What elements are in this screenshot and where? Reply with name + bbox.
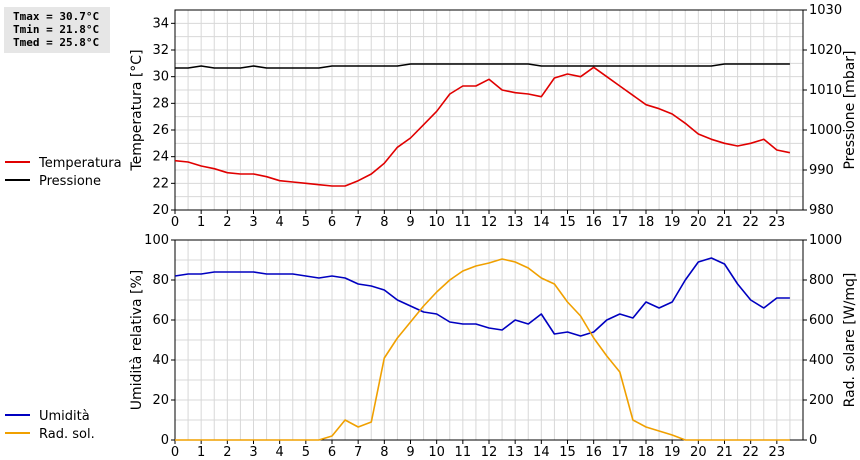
x-tick-label: 3: [249, 445, 257, 460]
y-tick-label: 40: [152, 353, 169, 368]
y2-tick-label: 0: [809, 433, 817, 448]
x-tick-label: 6: [328, 215, 336, 230]
y-tick-label: 24: [152, 150, 169, 165]
stats-box: Tmax = 30.7°C Tmin = 21.8°C Tmed = 25.8°…: [4, 7, 110, 53]
x-tick-label: 2: [223, 445, 231, 460]
y2-tick-label: 200: [809, 393, 834, 408]
x-tick-label: 0: [171, 215, 179, 230]
y-axis-label: Temperatura [°C]: [129, 49, 145, 171]
x-tick-label: 11: [455, 215, 472, 230]
chart-panel-1: 0 1 2 3 4 5 6 7 8 9 10 11 12 13 14 15 16 17 18 19 20 21 22 2320…: [5, 3, 858, 230]
y2-axis-label: Pressione [mbar]: [842, 50, 858, 169]
x-tick-label: 23: [769, 445, 786, 460]
x-tick-label: 4: [276, 215, 284, 230]
x-tick-label: 22: [742, 445, 759, 460]
x-tick-label: 22: [742, 215, 759, 230]
y-tick-label: 22: [152, 176, 169, 191]
x-tick-label: 0: [171, 445, 179, 460]
x-tick-label: 9: [406, 445, 414, 460]
y2-tick-label: 1020: [809, 43, 842, 58]
x-tick-label: 14: [533, 445, 550, 460]
x-tick-label: 17: [612, 445, 629, 460]
x-tick-label: 10: [428, 445, 445, 460]
x-tick-label: 16: [585, 215, 602, 230]
y2-tick-label: 1000: [809, 123, 842, 138]
x-tick-label: 21: [716, 215, 733, 230]
x-tick-label: 5: [302, 445, 310, 460]
series-line-rad-sol-: [175, 258, 790, 441]
stat-tmax: Tmax = 30.7°C: [13, 10, 100, 23]
y-tick-label: 80: [152, 273, 169, 288]
y2-tick-label: 400: [809, 353, 834, 368]
x-tick-label: 2: [223, 215, 231, 230]
x-tick-label: 19: [664, 445, 681, 460]
x-tick-label: 18: [638, 215, 655, 230]
y-tick-label: 20: [152, 203, 169, 218]
x-tick-label: 6: [328, 445, 336, 460]
y2-tick-label: 800: [809, 273, 834, 288]
x-tick-label: 20: [690, 445, 707, 460]
y2-tick-label: 990: [809, 163, 834, 178]
series-line-pressione: [175, 63, 790, 69]
y2-axis-label: Rad. solare [W/mq]: [842, 273, 858, 408]
x-tick-label: 20: [690, 215, 707, 230]
y-tick-label: 28: [152, 96, 169, 111]
y-axis-label: Umidità relativa [%]: [129, 270, 145, 411]
y2-tick-label: 1010: [809, 83, 842, 98]
chart-panel-2: 0 1 2 3 4 5 6 7 8 9 10 11 12 13 14 15 16 17 18 19 20 21 22 2302…: [5, 233, 858, 460]
x-tick-label: 11: [455, 445, 472, 460]
series-line-umidit-: [174, 257, 790, 337]
x-tick-label: 8: [380, 215, 388, 230]
x-tick-label: 1: [197, 215, 205, 230]
legend-label: Temperatura: [38, 156, 122, 171]
grid: [174, 9, 804, 211]
y-tick-label: 100: [144, 233, 169, 248]
x-tick-label: 9: [406, 215, 414, 230]
x-tick-label: 12: [481, 445, 498, 460]
legend-label: Pressione: [39, 174, 101, 189]
x-tick-label: 14: [533, 215, 550, 230]
x-tick-label: 23: [769, 215, 786, 230]
stat-tmed: Tmed = 25.8°C: [13, 36, 100, 49]
y2-tick-label: 1000: [809, 233, 842, 248]
x-tick-label: 4: [276, 445, 284, 460]
y-tick-label: 26: [152, 123, 169, 138]
y-tick-label: 34: [152, 16, 169, 31]
x-tick-label: 13: [507, 215, 524, 230]
x-tick-label: 10: [428, 215, 445, 230]
x-tick-label: 18: [638, 445, 655, 460]
x-tick-label: 5: [302, 215, 310, 230]
y2-tick-label: 980: [809, 203, 834, 218]
x-tick-label: 3: [249, 215, 257, 230]
y2-tick-label: 600: [809, 313, 834, 328]
y-tick-label: 20: [152, 393, 169, 408]
legend-label: Umidità: [39, 409, 90, 424]
x-tick-label: 8: [380, 445, 388, 460]
grid: [174, 239, 804, 441]
series-line-temperatura: [174, 66, 791, 187]
x-tick-label: 12: [481, 215, 498, 230]
x-tick-label: 19: [664, 215, 681, 230]
x-tick-label: 1: [197, 445, 205, 460]
y-tick-label: 32: [152, 43, 169, 58]
x-tick-label: 17: [612, 215, 629, 230]
x-tick-label: 16: [585, 445, 602, 460]
x-tick-label: 15: [559, 215, 576, 230]
x-tick-label: 13: [507, 445, 524, 460]
y-tick-label: 0: [161, 433, 169, 448]
x-tick-label: 21: [716, 445, 733, 460]
x-tick-label: 7: [354, 215, 362, 230]
stat-tmin: Tmin = 21.8°C: [13, 23, 100, 36]
legend-label: Rad. sol.: [39, 427, 95, 442]
y-tick-label: 60: [152, 313, 169, 328]
y-tick-label: 30: [152, 70, 169, 85]
y2-tick-label: 1030: [809, 3, 842, 18]
x-tick-label: 7: [354, 445, 362, 460]
x-tick-label: 15: [559, 445, 576, 460]
